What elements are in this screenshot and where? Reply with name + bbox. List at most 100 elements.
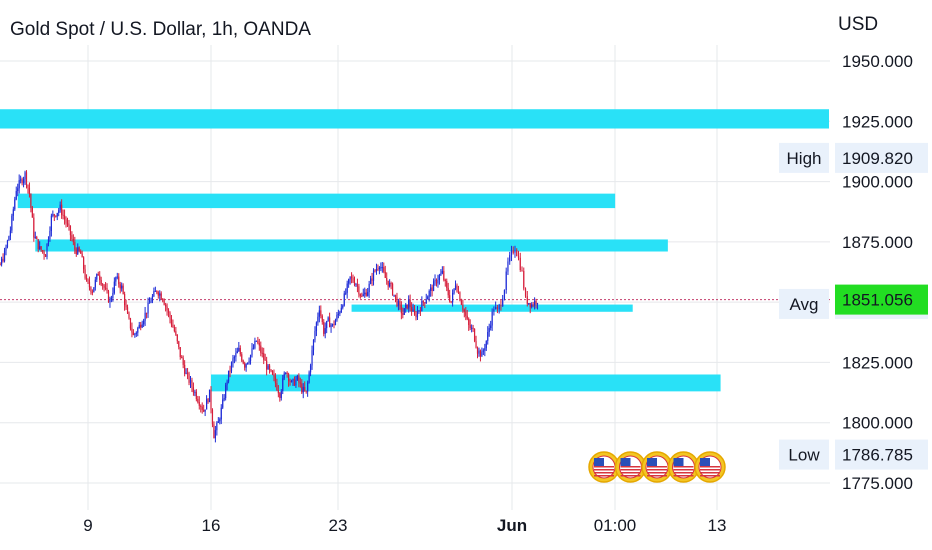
candle-body <box>135 332 137 334</box>
candle-body <box>456 285 458 292</box>
candle-body <box>475 341 477 348</box>
candle-body <box>75 249 77 255</box>
candle-body <box>147 302 149 314</box>
candle-body <box>484 348 486 351</box>
candle-body <box>163 300 165 305</box>
x-tick-label: 13 <box>708 516 727 535</box>
us-flag-event-icon[interactable] <box>641 451 673 483</box>
candle-body <box>61 204 63 215</box>
candle-body <box>460 300 462 305</box>
us-flag-event-icon[interactable] <box>614 451 647 483</box>
candle-body <box>232 358 234 363</box>
candle-body <box>213 424 215 439</box>
us-flag-event-icon[interactable] <box>667 451 700 483</box>
zone-band[interactable] <box>351 304 633 312</box>
candle-body <box>283 373 285 379</box>
candle-body <box>383 267 385 272</box>
candle-body <box>481 351 483 357</box>
candle-body <box>459 292 461 301</box>
candle-body <box>83 257 85 270</box>
candle-body <box>33 217 35 238</box>
candle-body <box>350 276 353 278</box>
candle-body <box>343 293 345 306</box>
us-flag-event-icon[interactable] <box>694 451 726 483</box>
high-marker-tag <box>779 142 829 173</box>
candle-body <box>189 380 192 383</box>
economic-events[interactable] <box>588 451 726 483</box>
candle-body <box>129 318 132 329</box>
candle-body <box>299 382 301 384</box>
candle-body <box>27 184 29 188</box>
candle-body <box>227 370 230 382</box>
candle-body <box>181 357 183 359</box>
candle-body <box>68 223 70 226</box>
candle-body <box>226 381 228 385</box>
x-tick-label: 01:00 <box>594 516 637 535</box>
candle-body <box>11 215 13 231</box>
candle-body <box>524 288 527 297</box>
candle-body <box>3 250 6 262</box>
candle-body <box>169 312 171 319</box>
candle-body <box>432 281 435 292</box>
candle-body <box>115 277 117 282</box>
candle-body <box>43 251 45 255</box>
candle-body <box>419 310 421 312</box>
candle-body <box>138 324 140 329</box>
candle-body <box>132 332 134 335</box>
candle-body <box>496 307 499 310</box>
candle-body <box>280 390 282 398</box>
candle-body <box>62 214 64 216</box>
zone-band[interactable] <box>0 109 829 129</box>
candle-body <box>157 292 159 296</box>
candle-body <box>166 306 168 311</box>
candle-body <box>476 347 479 354</box>
candle-body <box>263 353 265 360</box>
candle-body <box>372 270 375 281</box>
candle-body <box>478 350 480 354</box>
candle-body <box>290 380 293 382</box>
candle-body <box>225 384 227 399</box>
time-axis[interactable]: 9 16 23 Jun 01:00 13 <box>83 516 726 535</box>
price-axis[interactable]: 1775.0001800.0001825.0001850.0001875.000… <box>842 52 913 493</box>
candle-body <box>318 310 320 317</box>
candle-body <box>368 283 370 293</box>
candle-body <box>156 290 158 293</box>
zone-band[interactable] <box>35 239 668 252</box>
candle-body <box>85 277 88 280</box>
candle-body <box>346 283 348 293</box>
candle-body <box>103 285 105 288</box>
zone-band[interactable] <box>211 374 721 392</box>
candle-body <box>159 293 161 296</box>
candle-body <box>201 406 203 410</box>
candle-body <box>141 324 143 328</box>
candle-body <box>126 307 129 314</box>
candle-body <box>425 299 427 304</box>
candle-body <box>315 322 318 332</box>
candle-body <box>435 279 438 284</box>
candle-body <box>125 305 127 308</box>
candle-body <box>384 271 386 278</box>
zone-band[interactable] <box>17 193 616 209</box>
y-tick-label: 1925.000 <box>842 112 913 131</box>
candle-body <box>418 310 420 312</box>
candle-body <box>311 350 313 366</box>
candle-body <box>320 310 322 316</box>
candle-body <box>154 290 156 292</box>
candle-body <box>358 286 360 295</box>
candle-body <box>198 402 200 406</box>
us-flag-event-icon[interactable] <box>588 451 620 483</box>
candle-body <box>97 274 99 276</box>
candle-body <box>223 398 225 400</box>
candle-body <box>191 380 193 388</box>
candle-body <box>30 194 32 208</box>
candle-body <box>47 239 50 244</box>
candle-body <box>282 378 284 391</box>
candle-body <box>531 304 533 308</box>
candle-body <box>400 304 402 314</box>
candle-body <box>491 311 493 326</box>
candle-body <box>293 378 296 386</box>
candle-body <box>184 364 186 374</box>
candle-body <box>8 236 10 241</box>
candle-body <box>526 296 528 304</box>
